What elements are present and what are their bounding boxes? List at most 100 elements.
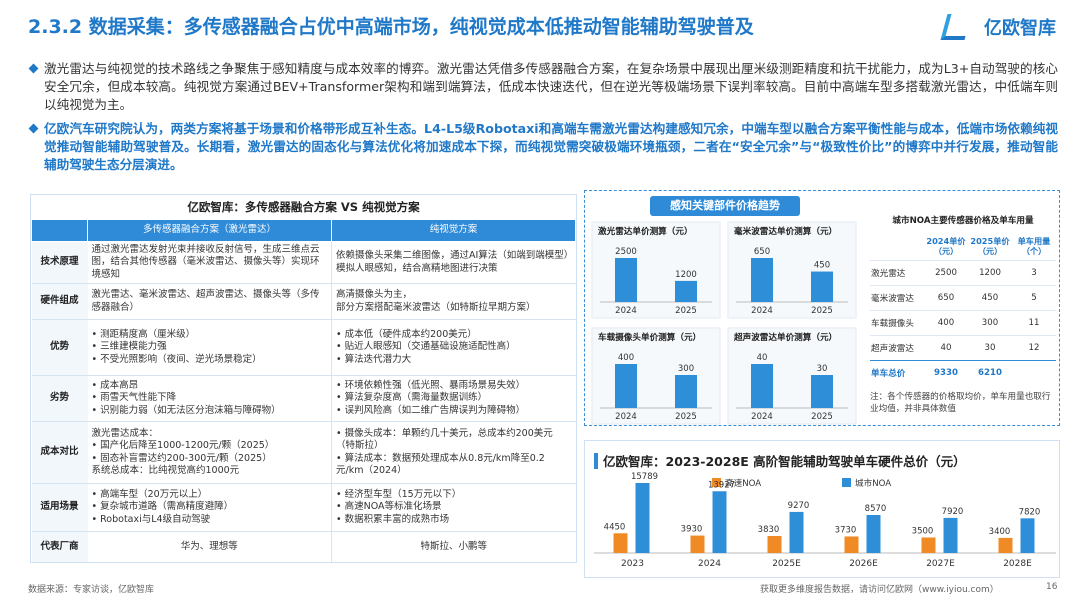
table-cell: 3 [1012, 260, 1056, 286]
header-cell: 2024单价（元） [926, 236, 966, 256]
bar [767, 536, 782, 553]
bullet-text: 激光雷达与纯视觉的技术路线之争聚焦于感知精度与成本效率的博弈。激光雷达凭借多传感… [44, 61, 1058, 112]
bar [811, 375, 833, 408]
cell-line: 依赖摄像头采集二维图像，通过AI算法（如端到端模型）模拟人眼感知，结合高精地图进… [336, 250, 569, 274]
logo: 亿欧智库 [984, 18, 1056, 39]
value-label: 13927 [708, 480, 735, 490]
note: 注：各个传感器的价格取均价，单车用量也取行业均值，并非具体数值 [870, 392, 1051, 414]
table-row: 适用场景 • 高端车型（20万元以上） • 复杂城市道路（需高精度避障） • Robo… [31, 483, 576, 532]
table-cell: 通过激光雷达发射光束并接收反射信号，生成三维点云图，结合其他传感器（毫米波雷达、… [87, 241, 332, 284]
bar [1020, 518, 1035, 553]
value-label: 7920 [942, 507, 964, 517]
bar [615, 364, 637, 408]
value-label: 9270 [788, 501, 810, 511]
value-label: 2500 [615, 247, 637, 257]
title-marker [594, 453, 598, 469]
table-cell: • 成本低（硬件成本约200美元） • 贴近人眼感知（交通基础设施适配性高） • 算… [331, 319, 576, 376]
table-cell: • 经济型车型（15万元以下） • 高速NOA等标准化场景 • 数据积累丰富的成熟市… [331, 483, 576, 532]
row-label: 超声波雷达 [870, 335, 924, 361]
bar [921, 537, 936, 553]
value-label: 3930 [681, 525, 703, 535]
cell-line: • Robotaxi与L4级自动驾驶 [91, 513, 211, 525]
chart-title: 激光雷达单价测算（元） [598, 225, 693, 237]
x-tick-label: 2024 [751, 306, 773, 316]
x-tick-label: 2024 [698, 559, 721, 569]
legend-label: 城市NOA [855, 477, 891, 489]
table-cell: 依赖摄像头采集二维图像，通过AI算法（如端到端模型）模拟人眼感知，结合高精地图进… [331, 241, 576, 284]
row-label: 毫米波雷达 [870, 285, 924, 311]
table-cell: 华为、理想等 [87, 531, 332, 562]
table-cell: 激光雷达成本： • 国产化后降至1000-1200元/颗（2025） • 固态补盲雷… [87, 421, 332, 484]
table-title: 城市NOA主要传感器价格及单车用量 [892, 216, 1034, 226]
value-label: 400 [618, 353, 634, 363]
table-row: 优势 • 测距精度高（厘米级） • 三维建模能力强 • 不受光照影响（夜间、逆光场景稳… [31, 319, 576, 376]
bar [635, 483, 650, 553]
cell-line: 部分方案搭配毫米波雷达（如特斯拉早期方案） [336, 301, 536, 313]
header-cell: 2025单价（元） [970, 236, 1010, 256]
value-label: 450 [814, 261, 830, 271]
value-label: 4450 [604, 522, 626, 532]
table-cell: 40 [924, 335, 968, 361]
table: 2024单价（元） 2025单价（元） 单车用量（个） 激光雷达 2500 1200 3 毫… [870, 232, 1056, 385]
table-row: 超声波雷达 40 30 12 [870, 335, 1056, 361]
bar [751, 364, 773, 408]
header-cell: 单车用量（个） [1017, 236, 1051, 256]
table-cell: 2500 [924, 260, 968, 286]
table-cell: 特斯拉、小鹏等 [331, 531, 576, 562]
bar [751, 258, 773, 302]
table-row: 技术原理 通过激光雷达发射光束并接收反射信号，生成三维点云图，结合其他传感器（毫米… [31, 241, 576, 284]
table-cell: 9330 [924, 360, 968, 385]
cell-line: • 三维建模能力强 [91, 341, 167, 353]
header-row: 2024单价（元） 2025单价（元） 单车用量（个） [870, 232, 1056, 261]
cell-line: 激光雷达成本： [91, 427, 159, 439]
legend-swatch [842, 478, 851, 487]
bullet-text: 亿欧汽车研究院认为，两类方案将基于场景和价格带形成互补生态。L4-L5级Robo… [44, 121, 1058, 172]
table-cell: 300 [968, 310, 1012, 336]
table-row: 硬件组成 激光雷达、毫米波雷达、超声波雷达、摄像头等（多传感器融合） 高清摄像头为主… [31, 283, 576, 320]
chart-title: 毫米波雷达单价测算（元） [734, 225, 837, 237]
cell-line: • 高速NOA等标准化场景 [336, 501, 442, 513]
table-cell: • 摄像头成本：单颗约几十美元，总成本约200美元（特斯拉） • 算法成本：数据预… [331, 421, 576, 484]
table-cell: 450 [968, 285, 1012, 311]
cell-line: 高清摄像头为主， [336, 289, 413, 301]
comparison-table: 亿欧智库：多传感器融合方案 VS 纯视觉方案 多传感器融合方案（激光雷达） 纯视觉… [30, 194, 577, 563]
row-label: 成本对比 [31, 421, 88, 484]
cell-line: 系统总成本：比纯视觉高约1000元 [91, 464, 240, 476]
table: 多传感器融合方案（激光雷达） 纯视觉方案 技术原理 通过激光雷达发射光束并接收反射信… [31, 219, 576, 562]
cell-line: • 国产化后降至1000-1200元/颗（2025） [91, 440, 275, 452]
noa-table: 城市NOA主要传感器价格及单车用量 2024单价（元） 2025单价（元） 单车用量… [870, 214, 1056, 415]
header-cell [31, 219, 88, 242]
bar [811, 271, 833, 302]
chart-title: 超声波雷达单价测算（元） [733, 331, 837, 343]
chart-title: 车载摄像头单价测算（元） [598, 331, 701, 343]
bar [613, 533, 628, 553]
x-tick-label: 2024 [615, 306, 637, 316]
bar [943, 517, 958, 553]
table-cell: 5 [1012, 285, 1056, 311]
bullet: 亿欧汽车研究院认为，两类方案将基于场景和价格带形成互补生态。L4-L5级Robo… [28, 120, 1058, 174]
x-tick-label: 2024 [751, 412, 773, 422]
table-cell [1012, 360, 1056, 385]
source: 数据来源：专家访谈，亿欧智库 [28, 585, 155, 595]
row-label: 单车总价 [870, 360, 924, 385]
table-cell: 12 [1012, 335, 1056, 361]
cell-line: • 算法迭代潜力大 [336, 353, 412, 365]
cell-line: 激光雷达、毫米波雷达、超声波雷达、摄像头等（多传感器融合） [91, 289, 320, 313]
value-label: 650 [754, 247, 770, 257]
value-label: 3500 [912, 526, 934, 536]
row-label: 激光雷达 [870, 260, 924, 286]
price-panel [584, 190, 1060, 426]
value-label: 7820 [1019, 507, 1041, 517]
cell-line: • 测距精度高（厘米级） [91, 329, 196, 341]
value-label: 3400 [989, 527, 1011, 537]
bar [844, 536, 859, 553]
cell-line: • 雨雪天气性能下降 [91, 392, 177, 404]
chart-title: 亿欧智库：2023-2028E 高阶智能辅助驾驶单车硬件总价（元） [603, 454, 966, 469]
bar [712, 491, 727, 553]
table-cell: 650 [924, 285, 968, 311]
bar [866, 515, 881, 553]
bullet-list: 激光雷达与纯视觉的技术路线之争聚焦于感知精度与成本效率的博弈。激光雷达凭借多传感… [28, 60, 1058, 180]
slide-title: 2.3.2 数据采集：多传感器融合占优中高端市场，纯视觉成本低推动智能辅助驾驶普… [28, 16, 754, 38]
table-cell: 30 [968, 335, 1012, 361]
